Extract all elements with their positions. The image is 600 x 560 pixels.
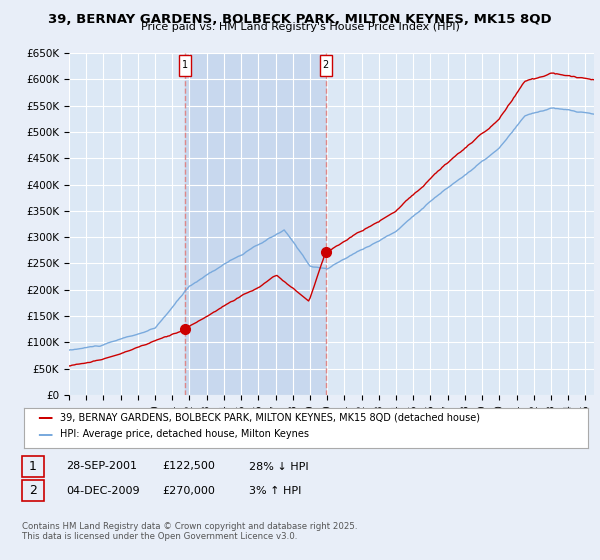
Text: 04-DEC-2009: 04-DEC-2009 [66, 486, 140, 496]
Text: Contains HM Land Registry data © Crown copyright and database right 2025.
This d: Contains HM Land Registry data © Crown c… [22, 522, 357, 542]
Text: 3% ↑ HPI: 3% ↑ HPI [249, 486, 301, 496]
Text: £270,000: £270,000 [162, 486, 215, 496]
Text: 39, BERNAY GARDENS, BOLBECK PARK, MILTON KEYNES, MK15 8QD (detached house): 39, BERNAY GARDENS, BOLBECK PARK, MILTON… [60, 412, 480, 422]
Text: —: — [37, 427, 53, 441]
Text: 28% ↓ HPI: 28% ↓ HPI [249, 461, 308, 472]
Text: 28-SEP-2001: 28-SEP-2001 [66, 461, 137, 472]
Text: 39, BERNAY GARDENS, BOLBECK PARK, MILTON KEYNES, MK15 8QD: 39, BERNAY GARDENS, BOLBECK PARK, MILTON… [48, 13, 552, 26]
Text: —: — [37, 410, 53, 424]
Text: £122,500: £122,500 [162, 461, 215, 472]
Text: HPI: Average price, detached house, Milton Keynes: HPI: Average price, detached house, Milt… [60, 429, 309, 439]
Text: 2: 2 [29, 484, 37, 497]
Text: 1: 1 [182, 60, 188, 71]
FancyBboxPatch shape [320, 55, 332, 76]
Bar [185, 53, 326, 395]
FancyBboxPatch shape [179, 55, 191, 76]
Text: 2: 2 [323, 60, 329, 71]
Text: Price paid vs. HM Land Registry's House Price Index (HPI): Price paid vs. HM Land Registry's House … [140, 22, 460, 32]
Text: 1: 1 [29, 460, 37, 473]
